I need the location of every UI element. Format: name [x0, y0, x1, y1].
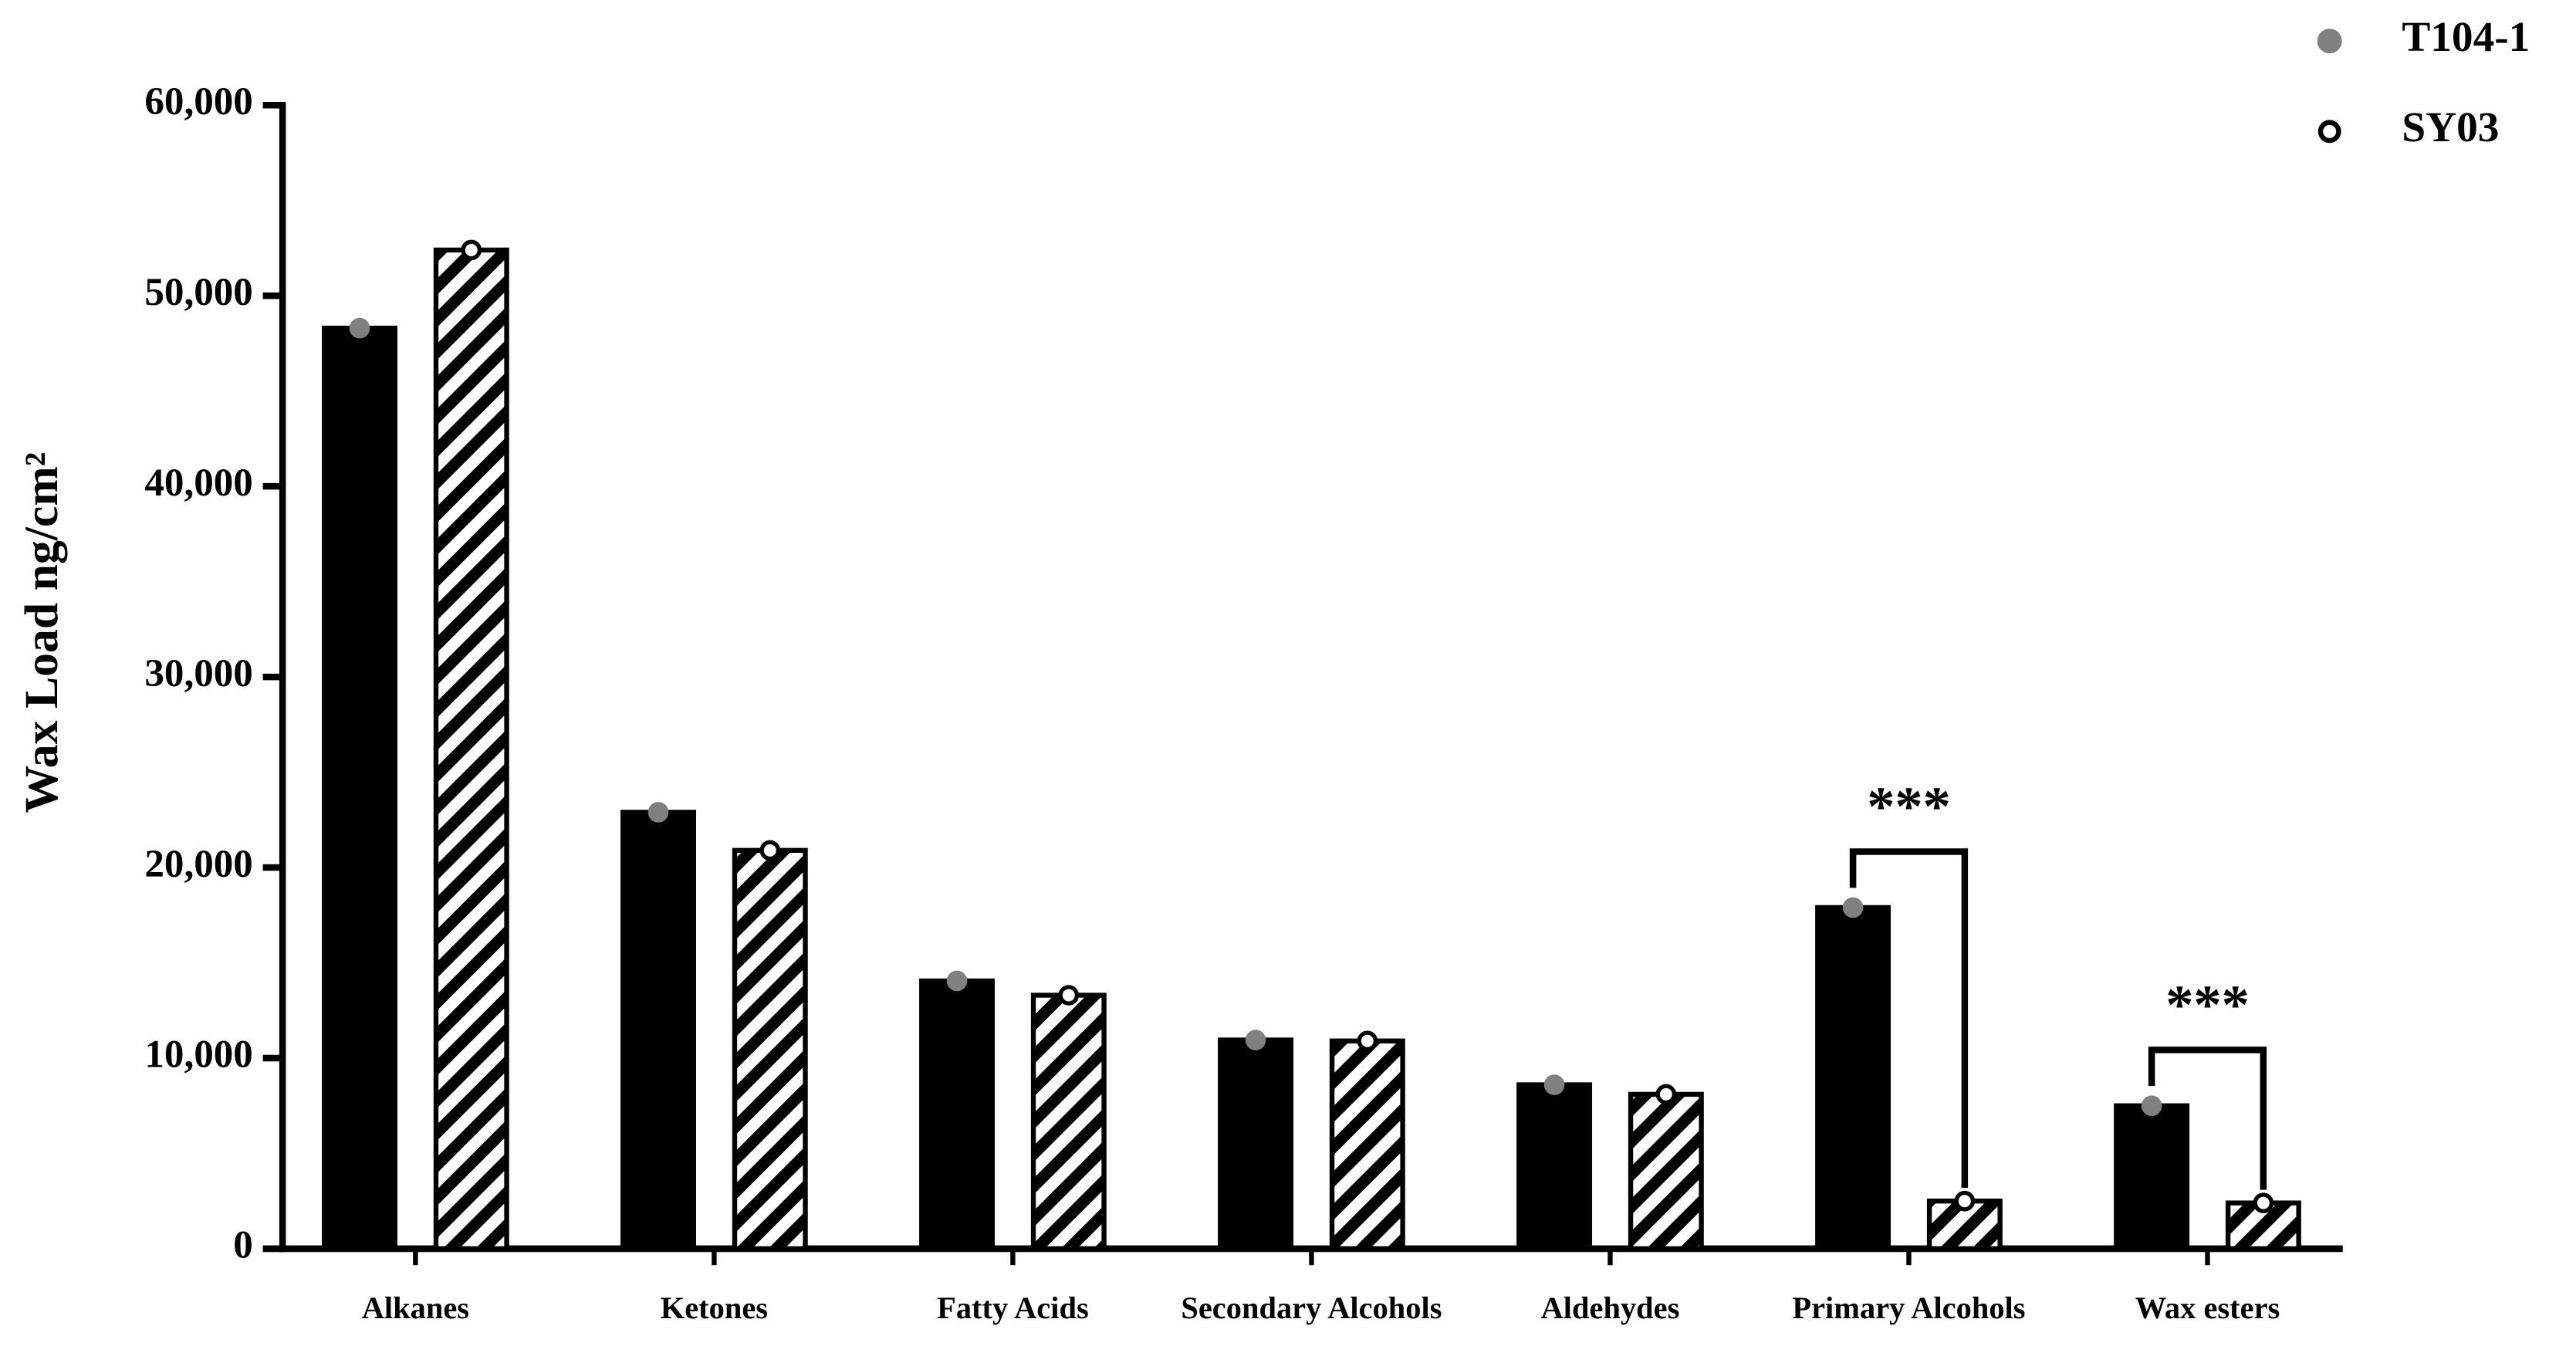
- y-tick-label: 10,000: [144, 1033, 252, 1077]
- y-tick-label: 50,000: [144, 270, 252, 314]
- point: [647, 802, 669, 823]
- bar: [433, 247, 509, 1252]
- legend-label: T104-1: [2402, 13, 2530, 60]
- x-tick-label: Secondary Alcohols: [1181, 1290, 1442, 1325]
- point: [1842, 897, 1864, 918]
- x-tick-label: Wax esters: [2135, 1290, 2280, 1325]
- bar: [1218, 1037, 1294, 1252]
- annotation: ***: [2165, 974, 2250, 1036]
- point: [2253, 1192, 2274, 1213]
- point: [1245, 1030, 1266, 1050]
- x-tick-label: Primary Alcohols: [1792, 1290, 2025, 1325]
- x-tick-label: Aldehydes: [1541, 1290, 1680, 1325]
- x-tick-label: Ketones: [661, 1290, 768, 1325]
- x-tick-label: Alkanes: [362, 1290, 469, 1325]
- bar: [322, 326, 397, 1252]
- point: [1357, 1030, 1378, 1052]
- bar: [620, 810, 696, 1252]
- bar: [2114, 1103, 2190, 1252]
- point: [1058, 985, 1080, 1006]
- bar: [1030, 993, 1107, 1252]
- bar: [732, 847, 808, 1252]
- legend-marker: [2317, 29, 2342, 54]
- significance-bracket: [2148, 1047, 2267, 1190]
- point: [461, 239, 482, 261]
- point: [1954, 1190, 1976, 1212]
- x-tick-label: Fatty Acids: [937, 1290, 1089, 1325]
- significance-bracket: [1849, 848, 1969, 1189]
- point: [1543, 1074, 1565, 1095]
- y-tick-label: 20,000: [144, 842, 252, 886]
- y-tick-label: 30,000: [144, 651, 252, 695]
- y-axis-label: Wax Load ng/cm²: [15, 452, 68, 813]
- y-tick-label: 0: [233, 1223, 253, 1267]
- point: [1655, 1084, 1677, 1105]
- point: [759, 840, 781, 861]
- point: [349, 317, 370, 339]
- bar: [919, 978, 996, 1252]
- legend-label: SY03: [2402, 103, 2499, 150]
- legend-marker: [2317, 120, 2341, 144]
- bar: [1815, 905, 1891, 1252]
- annotation: ***: [1867, 776, 1951, 837]
- bar: [1516, 1082, 1593, 1252]
- y-tick-label: 40,000: [144, 461, 252, 505]
- point: [946, 970, 968, 992]
- bar: [1628, 1091, 1704, 1252]
- bar: [1329, 1038, 1405, 1252]
- point: [2141, 1095, 2162, 1117]
- y-tick-label: 60,000: [144, 79, 252, 123]
